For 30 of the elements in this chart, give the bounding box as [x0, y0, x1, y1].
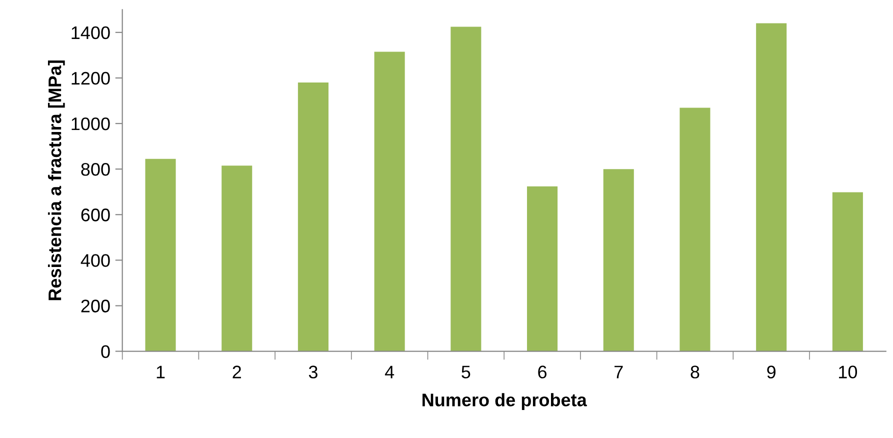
bar — [145, 158, 176, 352]
bar — [680, 108, 710, 352]
x-tick-label: 1 — [156, 366, 165, 378]
x-tick-label: 9 — [767, 366, 776, 378]
x-tick-label: 3 — [308, 366, 318, 378]
bar — [222, 166, 252, 352]
x-axis-title: Numero de probeta — [422, 393, 587, 410]
x-tick-label: 8 — [690, 366, 700, 378]
bar — [450, 26, 482, 352]
y-tick-label: 1200 — [72, 72, 110, 85]
x-tick-label: 6 — [538, 366, 546, 378]
bar — [756, 23, 787, 352]
y-tick-label: 400 — [80, 254, 110, 267]
bar — [603, 169, 634, 352]
y-tick-label: 800 — [81, 163, 110, 176]
x-tick-label: 5 — [462, 366, 470, 378]
x-tick-label: 4 — [384, 366, 394, 378]
x-tick-label: 2 — [232, 366, 241, 378]
bar — [374, 52, 405, 352]
x-tick-label: 7 — [614, 366, 623, 378]
y-tick-label: 200 — [81, 300, 110, 312]
bar — [527, 186, 558, 352]
x-tick-label: 10 — [839, 366, 858, 378]
y-tick-label: 0 — [101, 345, 110, 358]
y-axis-title: Resistencia a fractura [MPa] — [48, 60, 65, 300]
bar — [298, 82, 328, 352]
y-tick-label: 600 — [81, 208, 110, 222]
y-tick-label: 1000 — [72, 117, 110, 130]
y-tick-label: 1400 — [72, 26, 110, 40]
bar — [832, 192, 863, 352]
